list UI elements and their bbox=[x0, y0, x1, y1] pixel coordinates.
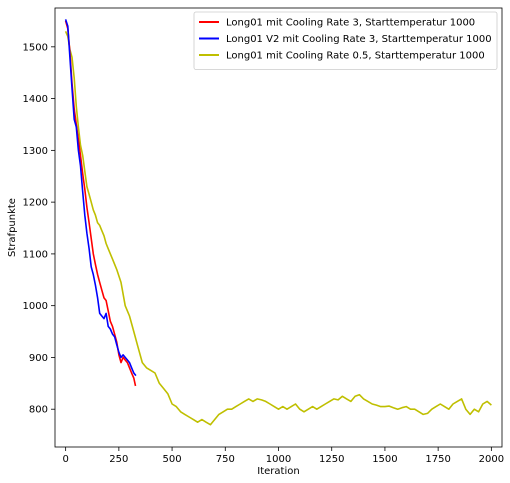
y-axis-label: Strafpunkte bbox=[7, 198, 18, 257]
series-layer bbox=[64, 19, 492, 426]
x-tick-label: 0 bbox=[62, 454, 68, 465]
y-tick-label: 1100 bbox=[23, 249, 48, 260]
y-tick-label: 1500 bbox=[23, 42, 48, 53]
x-tick-label: 500 bbox=[163, 454, 182, 465]
y-tick-label: 1200 bbox=[23, 198, 48, 209]
series-line-1 bbox=[64, 20, 137, 387]
y-tick-label: 1000 bbox=[23, 301, 48, 312]
x-tick-label: 2000 bbox=[479, 454, 504, 465]
legend-entry: Long01 V2 mit Cooling Rate 3, Starttempe… bbox=[226, 34, 492, 45]
y-tick-label: 800 bbox=[29, 405, 48, 416]
legend: Long01 mit Cooling Rate 3, Starttemperat… bbox=[193, 11, 498, 70]
plot-frame bbox=[54, 7, 503, 448]
legend-entry: Long01 mit Cooling Rate 0.5, Starttemper… bbox=[226, 51, 485, 62]
y-tick-label: 1300 bbox=[23, 146, 48, 157]
x-tick-label: 750 bbox=[216, 454, 235, 465]
series-line-2 bbox=[64, 19, 137, 377]
x-tick-label: 1000 bbox=[266, 454, 291, 465]
x-tick-label: 1750 bbox=[425, 454, 450, 465]
x-tick-label: 1500 bbox=[372, 454, 397, 465]
tick-layer: 0 250 500 750 1000 1250 1500 1750 2000 800 900 1000… bbox=[23, 42, 505, 465]
y-tick-label: 1400 bbox=[23, 94, 48, 105]
legend-box bbox=[193, 11, 498, 70]
x-axis-label: Iteration bbox=[257, 466, 299, 477]
y-tick-label: 900 bbox=[29, 353, 48, 364]
x-tick-label: 1250 bbox=[319, 454, 344, 465]
legend-entry: Long01 mit Cooling Rate 3, Starttemperat… bbox=[226, 18, 475, 29]
x-tick-label: 250 bbox=[109, 454, 128, 465]
series-line-3 bbox=[64, 30, 492, 426]
